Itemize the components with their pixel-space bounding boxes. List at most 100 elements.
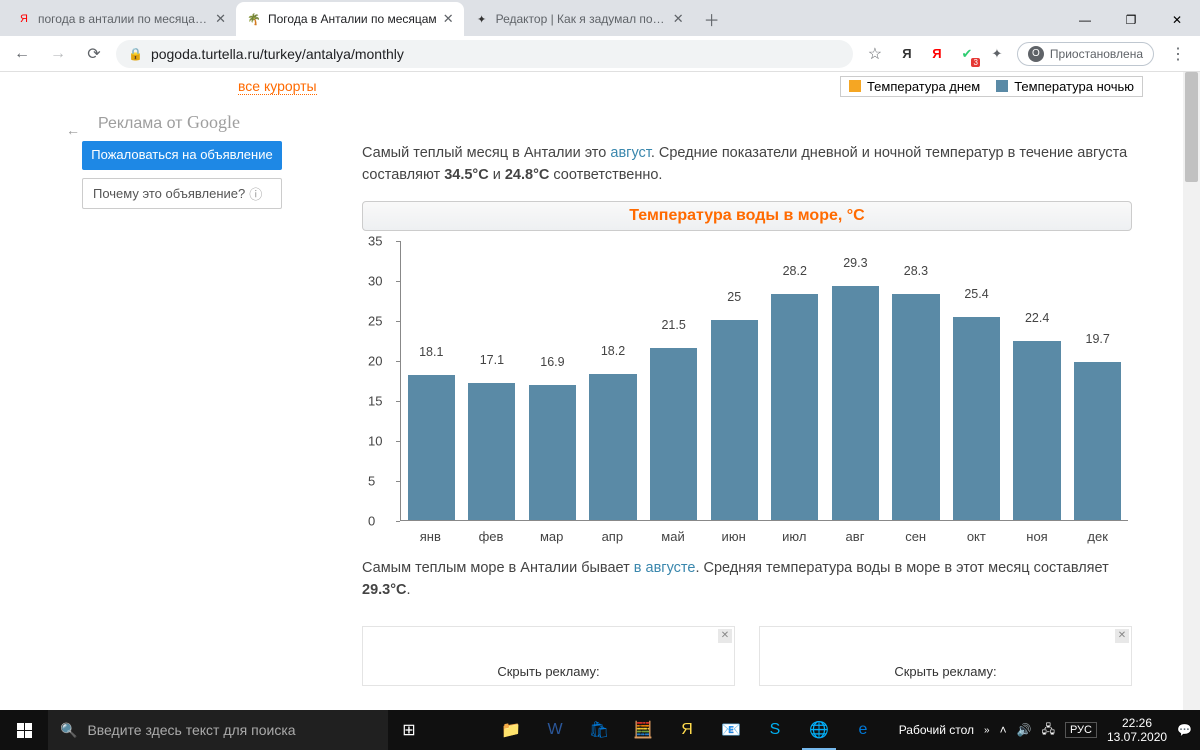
browser-tab[interactable]: Япогода в анталии по месяцам и ✕ <box>6 2 236 36</box>
all-resorts-link[interactable]: все курорты <box>238 78 317 95</box>
chart-y-axis: 05101520253035 <box>362 241 400 521</box>
app-store-icon[interactable]: 🛍 <box>578 710 620 750</box>
legend-night-swatch <box>996 80 1008 92</box>
notifications-icon[interactable]: 💬 <box>1177 723 1192 737</box>
app-mail-icon[interactable]: 📧 <box>710 710 752 750</box>
back-button[interactable]: ← <box>8 40 36 68</box>
app-edge-icon[interactable]: e <box>842 710 884 750</box>
water-temp-chart: 18.117.116.918.221.52528.229.328.325.422… <box>362 241 1132 551</box>
lock-icon: 🔒 <box>128 47 143 61</box>
x-tick-label: сен <box>905 529 926 544</box>
why-this-ad-button[interactable]: Почему это объявление?ⓘ <box>82 178 282 209</box>
y-tick-label: 20 <box>368 353 382 368</box>
ad-attribution: Реклама от Google <box>98 112 288 133</box>
ad-close-icon[interactable]: ✕ <box>1115 629 1129 643</box>
taskbar-search[interactable]: 🔍 Введите здесь текст для поиска <box>48 710 388 750</box>
y-tick-label: 10 <box>368 433 382 448</box>
yandex-ext-red-icon[interactable]: Я <box>927 44 947 64</box>
windows-taskbar: 🔍 Введите здесь текст для поиска ⊞ 📁 W 🛍… <box>0 710 1200 750</box>
chart-bar <box>771 294 818 520</box>
browser-menu-button[interactable]: ⋮ <box>1164 40 1192 68</box>
extensions-puzzle-icon[interactable]: ✦ <box>987 44 1007 64</box>
bar-value-label: 16.9 <box>540 355 564 369</box>
chart-title: Температура воды в море, °C <box>362 201 1132 231</box>
tab-close-icon[interactable]: ✕ <box>215 11 226 27</box>
chart-bar <box>1074 362 1121 520</box>
app-skype-icon[interactable]: S <box>754 710 796 750</box>
x-tick-label: июл <box>782 529 806 544</box>
in-august-link[interactable]: в августе <box>634 560 696 576</box>
hide-ad-link[interactable]: Скрыть рекламу: <box>894 664 996 679</box>
x-tick-label: ноя <box>1026 529 1047 544</box>
minimize-button[interactable]: ― <box>1062 4 1108 36</box>
bar-value-label: 18.2 <box>601 344 625 358</box>
browser-tab[interactable]: 🌴 Погода в Анталии по месяцам ✕ <box>236 2 464 36</box>
tab-title: погода в анталии по месяцам и <box>38 12 209 26</box>
bar-value-label: 18.1 <box>419 345 443 359</box>
legend-day: Температура днем <box>849 79 980 94</box>
desktop-toolbar-label[interactable]: Рабочий стол <box>899 723 974 737</box>
close-window-button[interactable]: ✕ <box>1154 4 1200 36</box>
app-yandex-icon[interactable]: Я <box>666 710 708 750</box>
tab-title: Редактор | Как я задумал пожит <box>496 12 667 26</box>
summary-paragraph: Самым теплым море в Анталии бывает в авг… <box>362 557 1132 602</box>
profile-avatar-icon: О <box>1028 46 1044 62</box>
x-tick-label: апр <box>602 529 624 544</box>
legend-day-swatch <box>849 80 861 92</box>
new-tab-button[interactable]: ＋ <box>698 5 726 33</box>
ad-sidebar: Реклама от Google Пожаловаться на объявл… <box>58 112 288 209</box>
extensions-area: Я Я ✔3 ✦ О Приостановлена ⋮ <box>897 40 1192 68</box>
tab-close-icon[interactable]: ✕ <box>443 11 454 27</box>
reload-button[interactable]: ⟳ <box>80 40 108 68</box>
task-view-button[interactable]: ⊞ <box>388 710 430 750</box>
report-ad-button[interactable]: Пожаловаться на объявление <box>82 141 282 170</box>
bottom-ads: ✕ Скрыть рекламу: ✕ Скрыть рекламу: <box>362 626 1132 686</box>
august-link[interactable]: август <box>610 145 650 161</box>
url-field[interactable]: 🔒 pogoda.turtella.ru/turkey/antalya/mont… <box>116 40 853 68</box>
bookmark-star-icon[interactable]: ☆ <box>861 40 889 68</box>
profile-suspended-badge[interactable]: О Приостановлена <box>1017 42 1154 66</box>
tab-favicon-icon: Я <box>16 11 32 27</box>
chart-bar <box>589 374 636 520</box>
app-calc-icon[interactable]: 🧮 <box>622 710 664 750</box>
app-chrome-icon[interactable]: 🌐 <box>798 710 840 750</box>
chart-bar <box>711 320 758 520</box>
bar-value-label: 21.5 <box>661 318 685 332</box>
hide-ad-link[interactable]: Скрыть рекламу: <box>497 664 599 679</box>
forward-button[interactable]: → <box>44 40 72 68</box>
legend-night: Температура ночью <box>996 79 1134 94</box>
tab-close-icon[interactable]: ✕ <box>673 11 684 27</box>
start-button[interactable] <box>0 710 48 750</box>
language-indicator[interactable]: РУС <box>1065 722 1097 738</box>
app-explorer-icon[interactable]: 📁 <box>490 710 532 750</box>
window-controls: ― ❐ ✕ <box>1062 4 1200 36</box>
tab-title: Погода в Анталии по месяцам <box>268 12 437 26</box>
taskbar-clock[interactable]: 22:26 13.07.2020 <box>1107 716 1167 745</box>
chart-bar <box>408 375 455 520</box>
tab-favicon-icon: ✦ <box>474 11 490 27</box>
bar-value-label: 29.3 <box>843 256 867 270</box>
network-icon[interactable]: 🖧 <box>1042 720 1055 741</box>
scrollbar-thumb[interactable] <box>1185 72 1198 182</box>
chart-bar <box>832 286 879 520</box>
chart-bar <box>953 317 1000 520</box>
intro-paragraph: Самый теплый месяц в Анталии это август.… <box>362 142 1132 187</box>
page-scrollbar[interactable]: ▲ <box>1183 72 1200 710</box>
chart-x-axis: янвфевмарапрмайиюниюлавгсеноктноядек <box>400 523 1128 551</box>
bar-value-label: 17.1 <box>480 353 504 367</box>
tray-overflow-icon[interactable]: » <box>984 725 990 736</box>
x-tick-label: дек <box>1087 529 1108 544</box>
browser-tab[interactable]: ✦ Редактор | Как я задумал пожит ✕ <box>464 2 694 36</box>
app-word-icon[interactable]: W <box>534 710 576 750</box>
tray-chevron-icon[interactable]: ˄ <box>1000 723 1007 737</box>
ad-close-icon[interactable]: ✕ <box>718 629 732 643</box>
bar-value-label: 22.4 <box>1025 311 1049 325</box>
browser-titlebar: Япогода в анталии по месяцам и ✕ 🌴 Погода в… <box>0 0 1200 36</box>
volume-icon[interactable]: 🔊 <box>1017 723 1032 737</box>
yandex-ext-icon[interactable]: Я <box>897 44 917 64</box>
maximize-button[interactable]: ❐ <box>1108 4 1154 36</box>
tab-favicon-icon: 🌴 <box>246 11 262 27</box>
adguard-ext-icon[interactable]: ✔3 <box>957 44 977 64</box>
chart-plot-area: 18.117.116.918.221.52528.229.328.325.422… <box>400 241 1128 521</box>
system-tray: Рабочий стол » ˄ 🔊 🖧 РУС 22:26 13.07.202… <box>899 716 1200 745</box>
